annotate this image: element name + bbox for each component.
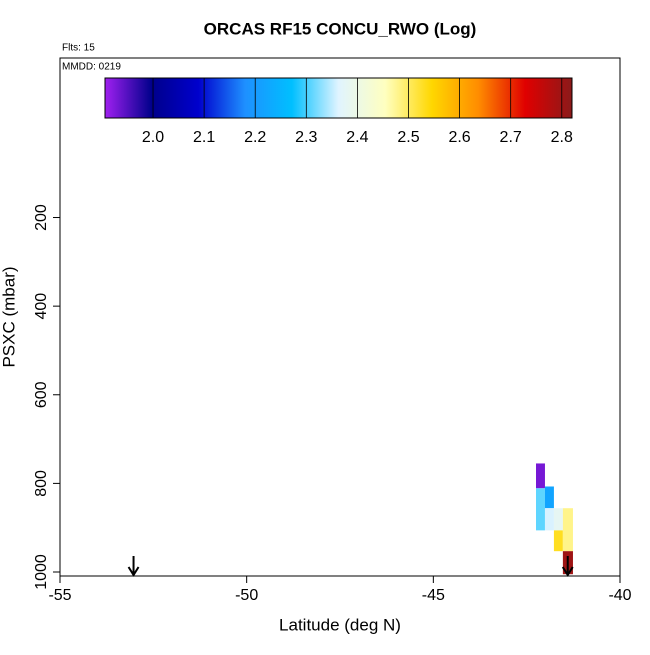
- x-tick-label: -40: [608, 587, 631, 604]
- x-tick-label: -45: [422, 587, 445, 604]
- data-cell: [536, 463, 545, 489]
- colorbar-tick-label: 2.8: [551, 129, 573, 146]
- colorbar-tick-label: 2.1: [193, 129, 215, 146]
- colorbar-tick-label: 2.0: [142, 129, 164, 146]
- colorbar-tick-label: 2.7: [500, 129, 522, 146]
- flights-label: Flts: 15: [62, 43, 95, 54]
- data-cell: [536, 488, 545, 531]
- arrow-head: [127, 566, 140, 577]
- colorbar-tick-label: 2.2: [244, 129, 266, 146]
- y-tick-label: 200: [33, 204, 50, 231]
- data-cell: [544, 486, 554, 509]
- x-tick-label: -50: [235, 587, 258, 604]
- data-cell: [553, 508, 563, 531]
- colorbar-tick-label: 2.5: [397, 129, 419, 146]
- colorbar: [104, 77, 573, 119]
- data-cell: [562, 508, 573, 552]
- flight-arrow: [127, 556, 140, 577]
- data-cell: [544, 508, 554, 531]
- colorbar-tick-label: 2.3: [295, 129, 317, 146]
- y-tick-label: 800: [33, 470, 50, 497]
- flight-arrow: [561, 556, 574, 577]
- y-axis-label: PSXC (mbar): [0, 266, 18, 367]
- chart-title: ORCAS RF15 CONCU_RWO (Log): [204, 19, 477, 38]
- data-cell: [553, 530, 563, 552]
- colorbar-tick-label: 2.4: [346, 129, 368, 146]
- date-label: MMDD: 0219: [62, 62, 121, 73]
- y-tick-label: 400: [33, 293, 50, 320]
- plot-frame: [59, 57, 621, 577]
- y-tick-label: 1000: [33, 554, 50, 590]
- colorbar-tick-label: 2.6: [448, 129, 470, 146]
- arrow-head: [561, 566, 574, 577]
- x-axis-label: Latitude (deg N): [279, 615, 401, 634]
- y-tick-label: 600: [33, 381, 50, 408]
- x-tick-label: -55: [48, 587, 71, 604]
